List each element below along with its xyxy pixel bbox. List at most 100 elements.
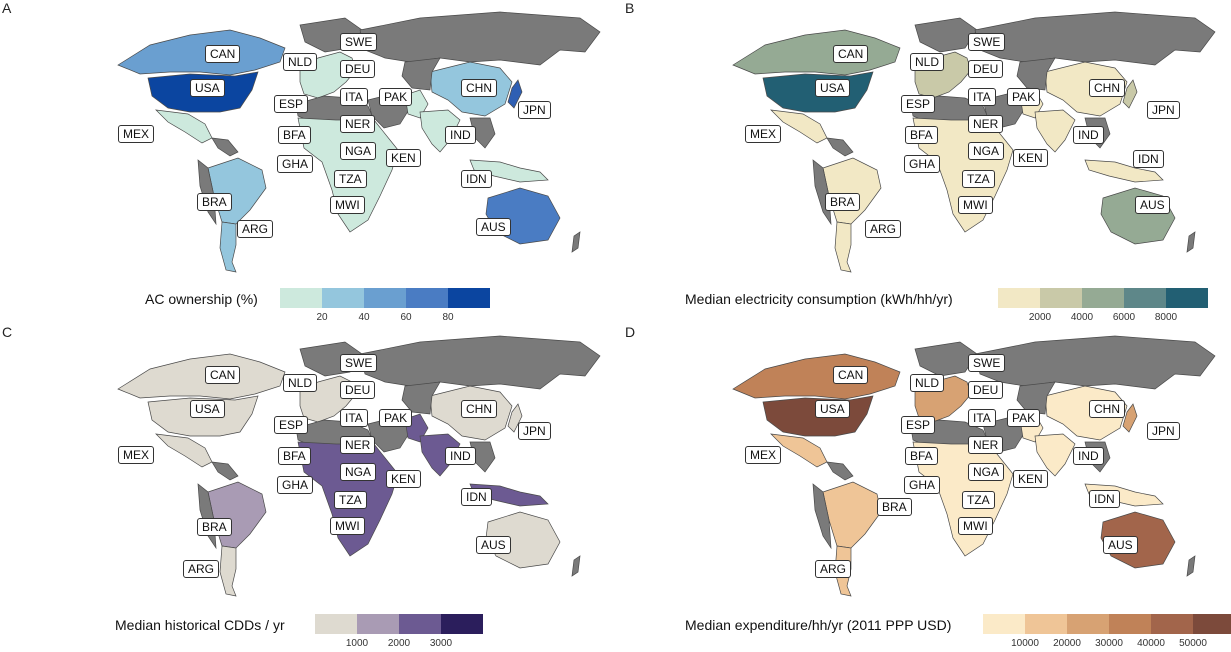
legend-tick: 40000 <box>1137 638 1165 649</box>
region-chn <box>1044 385 1128 441</box>
label-tza: TZA <box>334 491 367 509</box>
label-esp: ESP <box>274 416 309 434</box>
label-mwi: MWI <box>958 196 993 214</box>
region-bra <box>207 481 267 549</box>
legend-title: AC ownership (%) <box>145 291 258 307</box>
legend-swatch <box>1166 288 1208 308</box>
label-chn: CHN <box>1089 79 1125 97</box>
label-ner: NER <box>968 436 1004 454</box>
region-arg <box>219 221 237 273</box>
region-cas <box>1016 381 1056 415</box>
legend-swatch <box>1067 614 1109 634</box>
region-grl <box>914 17 978 53</box>
label-bfa: BFA <box>278 126 311 144</box>
label-aus: AUS <box>1135 196 1170 214</box>
label-tza: TZA <box>334 170 367 188</box>
region-bra <box>822 481 882 549</box>
label-bfa: BFA <box>905 447 938 465</box>
label-nga: NGA <box>968 142 1005 160</box>
label-pak: PAK <box>379 409 413 427</box>
label-arg: ARG <box>815 560 852 578</box>
legend-tick: 60 <box>400 312 412 323</box>
label-nga: NGA <box>968 463 1005 481</box>
region-mex <box>770 433 828 468</box>
legend-tick: 8000 <box>1154 312 1178 323</box>
region-nzl <box>1186 555 1196 577</box>
region-rus <box>974 11 1216 66</box>
region-chn <box>1044 61 1128 117</box>
label-swe: SWE <box>340 33 378 51</box>
label-mex: MEX <box>118 446 155 464</box>
region-nzl <box>571 555 581 577</box>
region-bra <box>207 157 267 225</box>
label-idn: IDN <box>1089 490 1120 508</box>
region-cas <box>1016 57 1056 91</box>
region-ind <box>419 109 461 153</box>
region-jpn <box>1122 403 1138 433</box>
legend: AC ownership (%) 20 40 60 80 <box>145 286 605 326</box>
region-cas <box>401 57 441 91</box>
label-nld: NLD <box>283 53 318 71</box>
region-can <box>117 29 286 76</box>
label-mwi: MWI <box>958 517 993 535</box>
label-swe: SWE <box>968 354 1006 372</box>
region-can <box>117 353 286 400</box>
label-jpn: JPN <box>1147 101 1180 119</box>
legend-tick: 3000 <box>429 638 453 649</box>
label-gha: GHA <box>904 476 941 494</box>
region-idn <box>1084 159 1164 183</box>
region-can <box>732 29 901 76</box>
label-swe: SWE <box>340 354 378 372</box>
legend-bar <box>315 614 483 634</box>
legend-tick: 2000 <box>1028 312 1052 323</box>
legend-swatch <box>399 614 441 634</box>
legend-swatch <box>1151 614 1193 634</box>
label-ind: IND <box>1073 126 1104 144</box>
region-mex <box>770 109 828 144</box>
label-ken: KEN <box>386 470 421 488</box>
label-gha: GHA <box>904 155 941 173</box>
legend-swatch <box>322 288 364 308</box>
region-rus <box>359 11 601 66</box>
legend-bar <box>998 288 1208 308</box>
label-ner: NER <box>340 115 376 133</box>
legend-title: Median historical CDDs / yr <box>115 617 285 633</box>
region-cam <box>211 461 239 481</box>
label-esp: ESP <box>901 95 936 113</box>
label-esp: ESP <box>274 95 309 113</box>
legend-swatch <box>357 614 399 634</box>
region-jpn <box>507 79 523 109</box>
label-deu: DEU <box>340 60 376 78</box>
label-pak: PAK <box>1007 409 1041 427</box>
label-tza: TZA <box>962 491 995 509</box>
label-gha: GHA <box>277 476 314 494</box>
region-ind <box>1034 109 1076 153</box>
region-saw <box>812 483 832 550</box>
label-arg: ARG <box>183 560 220 578</box>
panel-b: B CAN USA MEX BRA ARG NLD SWE DEU ESP IT… <box>615 0 1230 323</box>
label-pak: PAK <box>379 88 413 106</box>
label-usa: USA <box>190 79 225 97</box>
region-bra <box>822 157 882 225</box>
region-cam <box>826 137 854 157</box>
legend-swatch <box>1124 288 1166 308</box>
panel-c: C CAN USA MEX BRA ARG NLD SWE DEU ESP IT… <box>0 324 615 649</box>
label-chn: CHN <box>1089 400 1125 418</box>
label-swe: SWE <box>968 33 1006 51</box>
label-bra: BRA <box>825 193 860 211</box>
region-rus <box>974 335 1216 390</box>
panel-d: D CAN USA MEX BRA ARG NLD SWE DEU ESP IT… <box>615 324 1231 649</box>
legend-tick: 20 <box>316 312 328 323</box>
label-can: CAN <box>205 45 241 63</box>
legend-swatch <box>406 288 448 308</box>
legend-swatch <box>364 288 406 308</box>
legend-swatch <box>1082 288 1124 308</box>
label-ind: IND <box>1073 447 1104 465</box>
legend-tick: 20000 <box>1053 638 1081 649</box>
label-ken: KEN <box>1013 149 1048 167</box>
label-deu: DEU <box>968 60 1004 78</box>
legend-tick: 10000 <box>1011 638 1039 649</box>
legend-tick: 1000 <box>345 638 369 649</box>
legend: Median electricity consumption (kWh/hh/y… <box>685 286 1225 326</box>
label-bfa: BFA <box>278 447 311 465</box>
